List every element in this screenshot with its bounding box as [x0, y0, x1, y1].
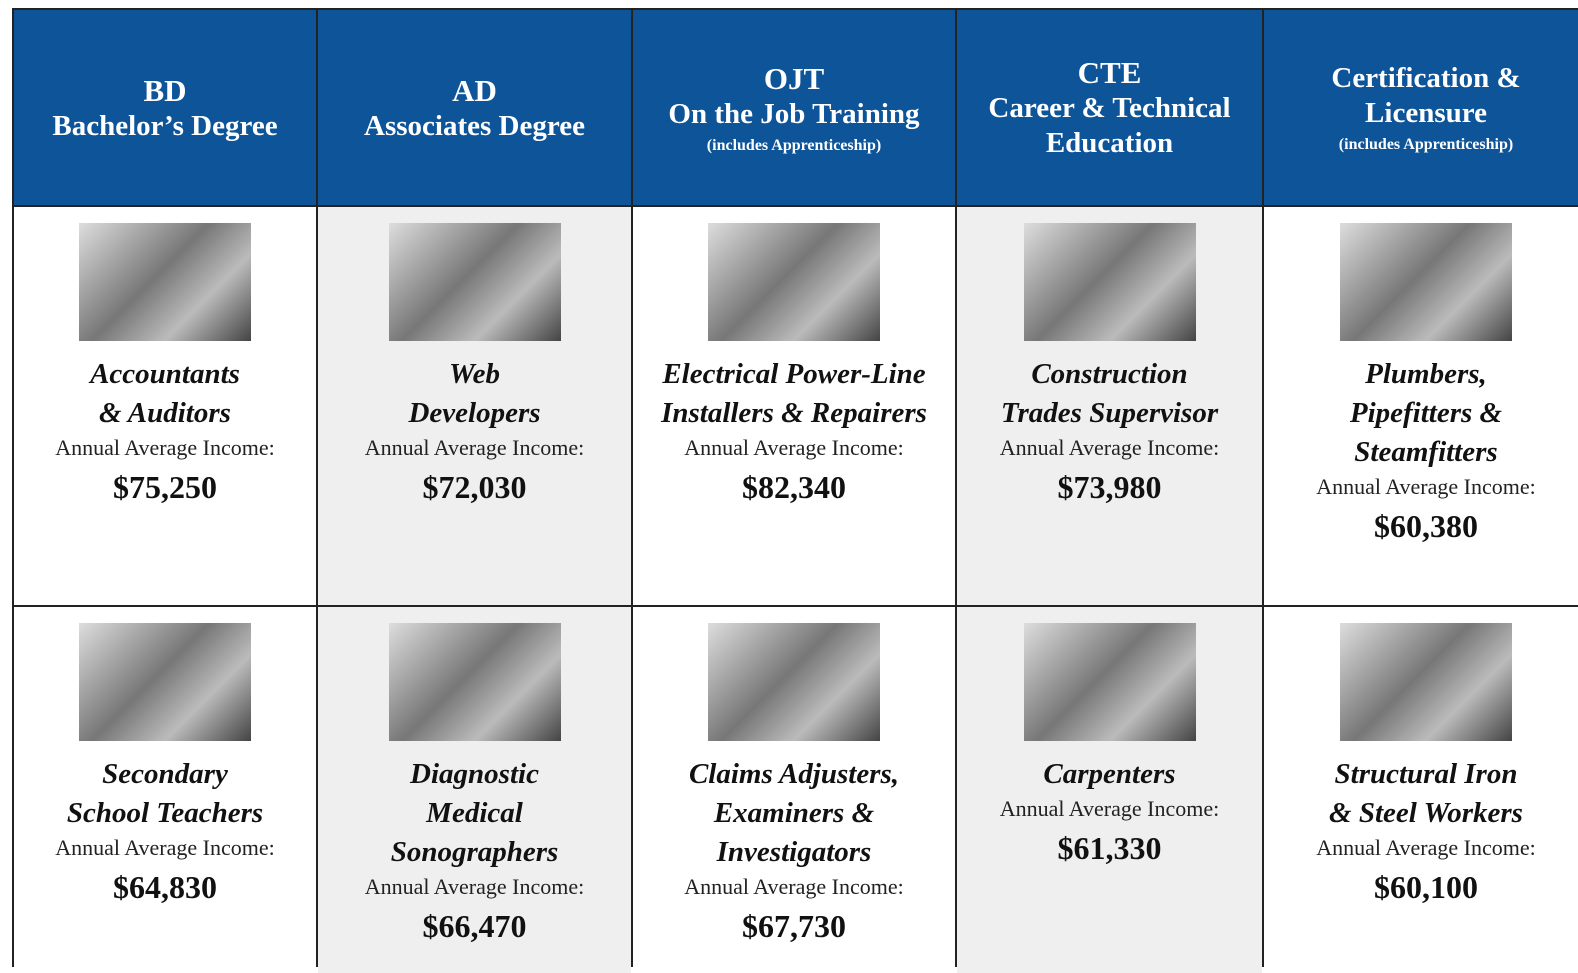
- occupation-cell: Claims Adjusters, Examiners & Investigator…: [633, 607, 955, 973]
- income-label: Annual Average Income:: [684, 435, 904, 461]
- income-value: $67,730: [742, 908, 846, 945]
- career-table: BD Bachelor’s Degree AD Associates Degree OJ…: [12, 8, 1578, 973]
- income-value: $73,980: [1057, 469, 1162, 506]
- column-header: AD Associates Degree: [318, 10, 631, 205]
- income-label: Annual Average Income:: [999, 435, 1220, 461]
- occupation-line: Medical: [426, 797, 523, 830]
- column-header: BD Bachelor’s Degree: [14, 10, 316, 205]
- photo: [79, 623, 251, 741]
- income-value: $61,330: [1057, 830, 1162, 867]
- occupation-line: Trades Supervisor: [1000, 397, 1219, 430]
- occupation-line: Web: [448, 358, 500, 390]
- income-label: Annual Average Income:: [55, 435, 275, 461]
- occupation-cell: Carpenters Annual Average Income: $61,330: [957, 607, 1262, 973]
- column-header: Certification & Licensure (includes Appre…: [1264, 10, 1578, 205]
- occupation-line: Examiners &: [713, 797, 875, 830]
- header-name: Bachelor’s Degree: [52, 109, 278, 142]
- occupation-line: Developers: [408, 397, 541, 430]
- occupation-cell: Diagnostic Medical Sonographers Annual Aver…: [318, 607, 631, 973]
- income-value: $64,830: [113, 869, 217, 906]
- income-value: $82,340: [742, 469, 846, 506]
- occupation-line: Accountants: [90, 358, 240, 390]
- occupation-title: Claims Adjusters, Examiners & Investigator…: [689, 755, 899, 872]
- income-value: $60,100: [1374, 869, 1478, 906]
- occupation-cell: Web Developers Annual Average Income: $72,0…: [318, 207, 631, 605]
- occupation-line: Investigators: [716, 836, 872, 869]
- photo: [1340, 623, 1512, 741]
- occupation-line: Structural Iron: [1334, 758, 1518, 790]
- occupation-line: & Steel Workers: [1329, 797, 1523, 830]
- occupation-cell: Accountants & Auditors Annual Average Inco…: [14, 207, 316, 605]
- occupation-title: Structural Iron & Steel Workers: [1329, 755, 1523, 833]
- income-label: Annual Average Income:: [364, 874, 585, 900]
- occupation-title: Construction Trades Supervisor: [1001, 355, 1218, 433]
- occupation-line: Installers & Repairers: [661, 397, 927, 430]
- photo: [388, 623, 561, 741]
- occupation-cell: Construction Trades Supervisor Annual Aver…: [957, 207, 1262, 605]
- column-header: CTE Career & Technical Education: [957, 10, 1262, 205]
- occupation-cell: Plumbers, Pipefitters & Steamfitters Annual…: [1264, 207, 1578, 605]
- occupation-line: Construction: [1031, 358, 1188, 390]
- occupation-cell: Structural Iron & Steel Workers Annual Ave…: [1264, 607, 1578, 973]
- occupation-line: Electrical Power-Line: [662, 358, 926, 390]
- photo: [708, 623, 880, 741]
- occupation-cell: Secondary School Teachers Annual Average I…: [14, 607, 316, 973]
- header-name: Career & Technical Education: [988, 92, 1231, 160]
- income-label: Annual Average Income:: [55, 835, 275, 861]
- income-value: $66,470: [422, 908, 527, 945]
- header-name: Certification & Licensure: [1331, 62, 1521, 129]
- income-label: Annual Average Income:: [999, 796, 1220, 822]
- photo: [1023, 223, 1196, 341]
- header-abbreviation: AD: [452, 72, 497, 108]
- occupation-title: Secondary School Teachers: [67, 755, 263, 833]
- header-note: (includes Apprenticeship): [706, 136, 882, 154]
- photo: [79, 223, 251, 341]
- occupation-line: Diagnostic: [410, 758, 539, 790]
- header-name: On the Job Training: [668, 98, 920, 131]
- occupation-line: Pipefitters &: [1349, 397, 1503, 430]
- income-value: $72,030: [422, 469, 527, 506]
- header-abbreviation: OJT: [763, 60, 825, 96]
- occupation-line: & Auditors: [99, 397, 231, 430]
- occupation-line: School Teachers: [66, 797, 264, 830]
- occupation-title: Diagnostic Medical Sonographers: [391, 755, 559, 872]
- income-value: $75,250: [113, 469, 217, 506]
- occupation-line: Secondary: [102, 758, 228, 790]
- photo: [708, 223, 880, 341]
- photo: [1340, 223, 1512, 341]
- occupation-title: Carpenters: [1043, 755, 1175, 794]
- occupation-title: Electrical Power-Line Installers & Repair…: [661, 355, 927, 433]
- occupation-line: Carpenters: [1043, 758, 1176, 790]
- header-name: Associates Degree: [364, 109, 585, 142]
- header-note: (includes Apprenticeship): [1338, 135, 1514, 153]
- column-header: OJT On the Job Training (includes Apprenti…: [633, 10, 955, 205]
- income-label: Annual Average Income:: [1316, 835, 1536, 861]
- header-abbreviation: BD: [143, 72, 187, 108]
- occupation-line: Steamfitters: [1354, 436, 1498, 469]
- income-label: Annual Average Income:: [1316, 474, 1536, 500]
- header-abbreviation: CTE: [1077, 55, 1142, 91]
- occupation-line: Sonographers: [390, 836, 559, 869]
- occupation-cell: Electrical Power-Line Installers & Repair…: [633, 207, 955, 605]
- occupation-title: Web Developers: [408, 355, 540, 433]
- photo: [1023, 623, 1196, 741]
- occupation-title: Plumbers, Pipefitters & Steamfitters: [1350, 355, 1502, 472]
- income-label: Annual Average Income:: [684, 874, 904, 900]
- photo: [388, 223, 561, 341]
- income-value: $60,380: [1374, 508, 1478, 545]
- occupation-title: Accountants & Auditors: [90, 355, 240, 433]
- income-label: Annual Average Income:: [364, 435, 585, 461]
- occupation-line: Plumbers,: [1365, 358, 1487, 390]
- occupation-line: Claims Adjusters,: [688, 758, 900, 790]
